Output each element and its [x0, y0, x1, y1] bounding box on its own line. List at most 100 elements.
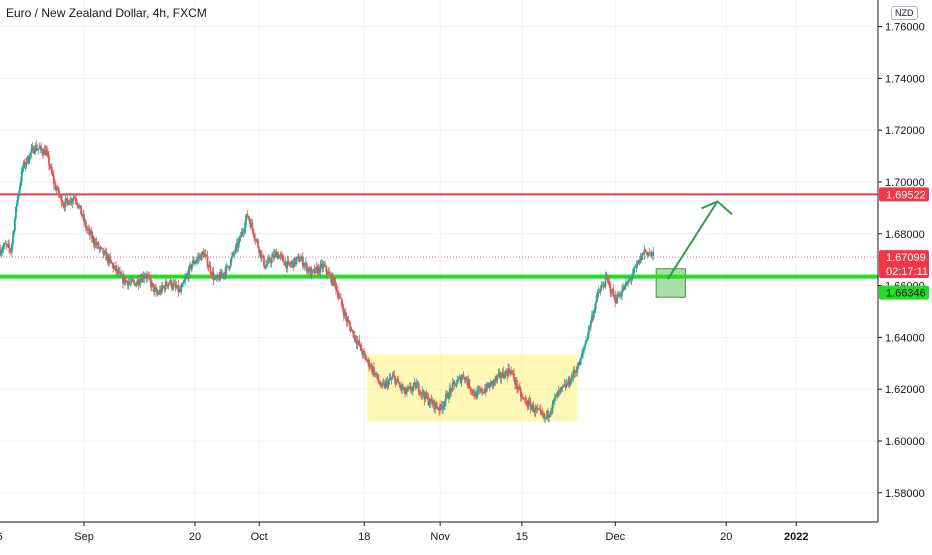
candle	[348, 322, 351, 326]
candle	[67, 200, 70, 206]
candle	[150, 280, 153, 288]
candle	[391, 376, 394, 379]
candle	[184, 278, 187, 282]
candle	[585, 340, 587, 345]
candle	[608, 281, 611, 284]
candle	[453, 381, 456, 384]
candle	[334, 278, 336, 283]
candle	[66, 197, 69, 201]
candle	[590, 315, 593, 321]
candle	[108, 256, 111, 263]
candle	[311, 270, 314, 271]
candle	[448, 388, 451, 398]
candle	[318, 267, 321, 273]
candle	[158, 289, 161, 294]
y-tick-label: 1.60000	[885, 436, 925, 448]
candle	[14, 206, 17, 219]
x-tick-label: Oct	[251, 531, 268, 543]
candle	[550, 411, 552, 414]
candle	[159, 289, 162, 293]
candle	[427, 396, 430, 405]
candle	[425, 392, 428, 398]
candle	[546, 411, 548, 418]
candle	[382, 383, 385, 385]
candle	[201, 251, 204, 253]
candle	[359, 344, 362, 346]
candle	[406, 388, 408, 393]
candle	[612, 288, 615, 297]
candle	[383, 383, 386, 388]
candle	[147, 275, 150, 277]
candle	[532, 404, 535, 412]
candle	[259, 250, 261, 254]
candle	[574, 371, 577, 374]
candle	[136, 279, 139, 284]
candle	[157, 293, 159, 295]
candle	[216, 275, 219, 279]
candle	[325, 265, 328, 272]
candle	[479, 390, 481, 392]
candle	[498, 372, 501, 374]
candle	[381, 383, 384, 385]
candle	[271, 254, 274, 258]
candle	[459, 376, 462, 383]
candle	[234, 246, 237, 253]
candle	[263, 256, 265, 267]
candle	[192, 260, 194, 265]
candle	[430, 398, 433, 402]
candle	[615, 302, 618, 304]
candle	[56, 187, 59, 190]
candle	[517, 388, 519, 390]
candle	[519, 389, 522, 398]
candle	[32, 146, 35, 154]
candle	[621, 290, 623, 296]
candle	[81, 214, 83, 217]
current-price-label-bg	[879, 250, 929, 279]
candle	[429, 398, 432, 404]
candle	[623, 287, 625, 290]
candle	[613, 295, 616, 297]
candle	[570, 376, 573, 383]
candle	[155, 288, 157, 290]
candle	[118, 271, 120, 274]
candle	[196, 257, 199, 260]
candle	[299, 260, 301, 262]
candle	[567, 378, 570, 385]
candle	[593, 309, 596, 311]
candle	[584, 344, 586, 348]
candle	[2, 246, 5, 250]
candle	[188, 266, 190, 278]
candle	[43, 149, 45, 155]
candle	[474, 392, 476, 397]
candle	[307, 268, 310, 273]
candle	[58, 194, 61, 196]
candle	[101, 247, 104, 249]
support-label: 1.66346	[886, 288, 926, 300]
candle	[624, 284, 626, 290]
candle	[180, 287, 183, 292]
candle	[408, 387, 410, 389]
candle	[49, 167, 52, 168]
candle	[398, 383, 401, 385]
candle	[70, 198, 73, 203]
candle	[635, 264, 638, 267]
candle	[314, 267, 317, 274]
candle	[309, 268, 312, 276]
currency-badge[interactable]: NZD	[891, 6, 918, 20]
candle	[396, 379, 399, 381]
candle	[177, 284, 180, 292]
candle	[60, 195, 63, 205]
chart-title: Euro / New Zealand Dollar, 4h, FXCM	[6, 6, 207, 20]
candle	[80, 205, 82, 215]
candle	[214, 277, 217, 279]
candle	[88, 229, 91, 235]
candle	[97, 242, 100, 249]
candle	[650, 252, 653, 253]
x-tick-label: 20	[720, 531, 732, 543]
candle	[576, 368, 579, 373]
candle	[153, 284, 155, 293]
candle	[37, 148, 40, 150]
candle	[4, 243, 7, 245]
candle	[515, 380, 517, 385]
